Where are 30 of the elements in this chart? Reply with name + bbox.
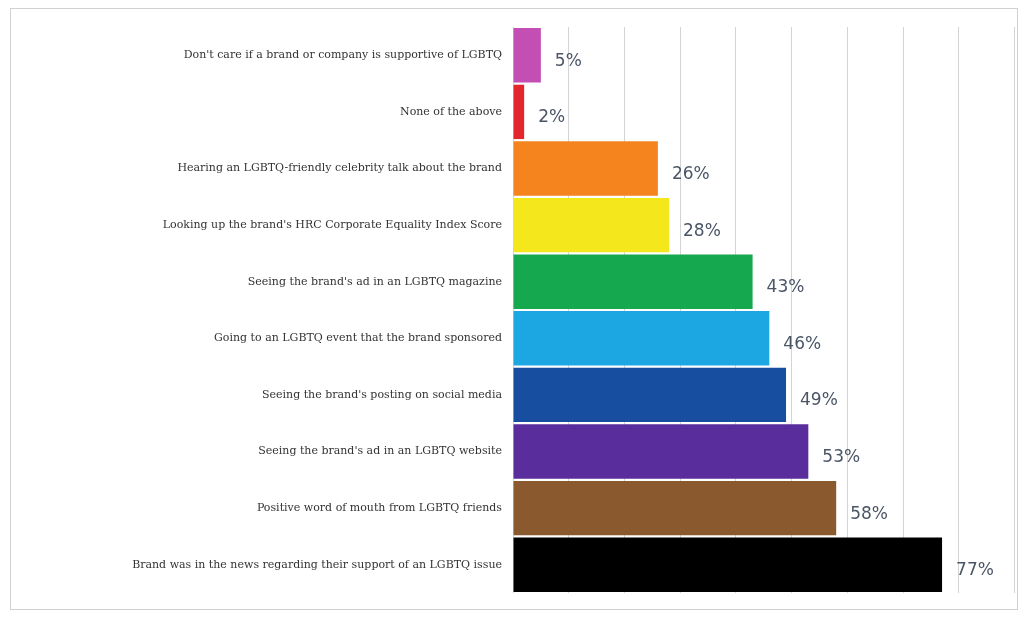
bar (513, 197, 670, 253)
data-label: 77% (956, 559, 994, 580)
bar (513, 424, 809, 479)
y-tick-label: Seeing the brand's posting on social media (261, 387, 503, 401)
data-label: 2% (538, 106, 566, 127)
y-tick-label: Going to an LGBTQ event that the brand sponsored (214, 331, 502, 345)
data-label: 5% (554, 49, 582, 70)
bar (513, 311, 770, 366)
bar (513, 480, 837, 536)
y-tick-label: Seeing the brand's ad in an LGBTQ magazine (247, 274, 502, 288)
data-label: 53% (822, 445, 861, 466)
bar (513, 367, 787, 423)
bar (513, 28, 541, 83)
y-tick-label: Positive word of mouth from LGBTQ friends (256, 500, 503, 514)
y-tick-label: Don't care if a brand or company is supportive of LGBTQ (183, 48, 502, 62)
y-tick-label: Looking up the brand's HRC Corporate Equality Index Score (162, 217, 502, 231)
data-label: 46% (783, 332, 822, 353)
data-label: 28% (683, 219, 721, 240)
data-label: 49% (800, 389, 838, 410)
bar (513, 537, 943, 592)
data-label: 58% (850, 502, 888, 523)
bar (513, 84, 525, 140)
data-label: 26% (671, 162, 710, 183)
bar (513, 141, 658, 196)
bar (513, 254, 753, 309)
y-tick-label: Brand was in the news regarding their support of an LGBTQ issue (132, 557, 502, 571)
y-tick-label: Seeing the brand's ad in an LGBTQ website (258, 444, 502, 458)
y-tick-label: None of the above (400, 104, 502, 118)
y-tick-label: Hearing an LGBTQ-friendly celebrity talk about the brand (177, 161, 502, 175)
data-label: 43% (766, 276, 805, 297)
